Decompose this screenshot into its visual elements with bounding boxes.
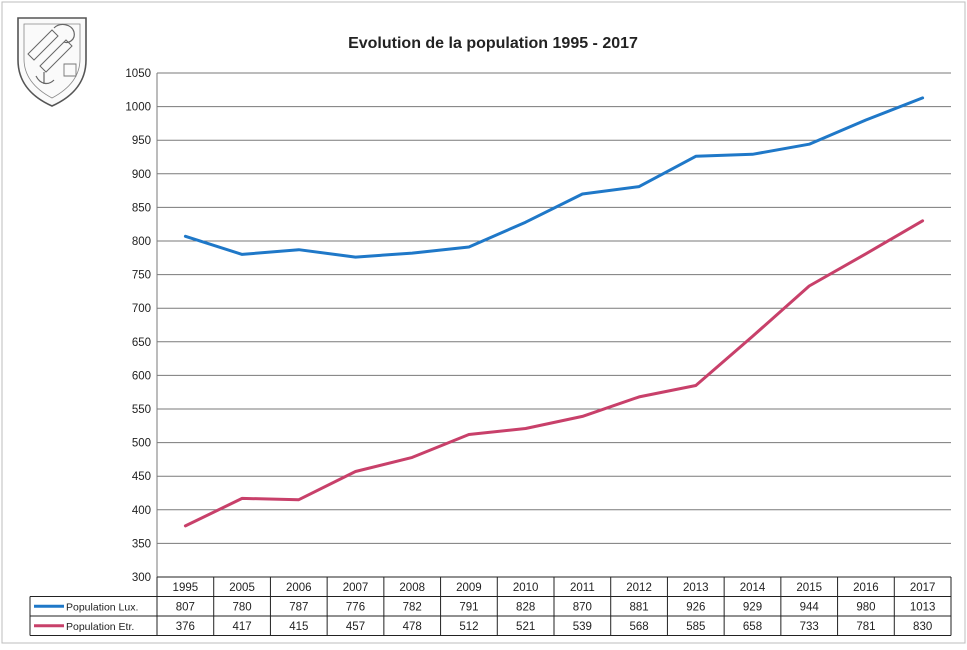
data-value-label: 929 [743,601,762,613]
y-tick-label: 750 [132,270,151,282]
data-value-label: 1013 [910,601,936,613]
data-value-label: 585 [686,621,705,633]
legend-label: Population Etr. [66,621,134,633]
data-value-label: 881 [629,601,648,613]
x-tick-label: 2011 [570,582,595,594]
data-table: 1995 2005 2006 2007 2008 2009 2010 2011 2012 2013… [29,576,952,636]
data-value-label: 830 [913,621,932,633]
y-axis: 300 350 400 450 500 550 600 650 700 750 800 850 900 9… [125,68,158,584]
x-tick-label: 1995 [173,582,199,594]
y-tick-label: 1000 [125,102,151,114]
data-value-label: 807 [176,601,195,613]
y-tick-label: 1050 [125,68,151,80]
y-tick-label: 600 [132,370,151,382]
data-value-label: 478 [403,621,422,633]
data-value-label: 512 [459,621,478,633]
x-tick-label: 2016 [853,582,879,594]
y-tick-label: 700 [132,303,151,315]
x-tick-label: 2009 [456,582,482,594]
series-line-1 [183,96,925,259]
x-tick-label: 2006 [286,582,312,594]
series-lines [183,96,925,528]
data-value-label: 568 [629,621,648,633]
legend-label: Population Lux. [66,601,138,613]
data-value-label: 776 [346,601,365,613]
x-tick-label: 2010 [513,582,539,594]
data-value-label: 780 [232,601,251,613]
data-value-label: 539 [573,621,592,633]
data-value-label: 457 [346,621,365,633]
y-tick-label: 500 [132,438,151,450]
x-tick-label: 2008 [399,582,425,594]
x-tick-label: 2012 [626,582,652,594]
data-value-label: 781 [856,621,875,633]
x-tick-label: 2017 [910,582,936,594]
y-tick-label: 650 [132,337,151,349]
chart-title: Evolution de la population 1995 - 2017 [348,35,638,52]
y-tick-label: 450 [132,471,151,483]
data-value-label: 415 [289,621,308,633]
data-value-label: 733 [800,621,819,633]
y-tick-label: 800 [132,236,151,248]
data-value-label: 791 [459,601,478,613]
y-tick-label: 300 [132,572,151,584]
y-tick-label: 550 [132,404,151,416]
grid-lines [157,72,951,578]
x-tick-label: 2013 [683,582,709,594]
x-tick-label: 2005 [229,582,255,594]
data-value-label: 658 [743,621,762,633]
data-value-label: 870 [573,601,592,613]
data-value-label: 926 [686,601,705,613]
x-tick-label: 2007 [343,582,369,594]
y-tick-label: 950 [132,135,151,147]
data-value-label: 376 [176,621,195,633]
data-value-label: 980 [856,601,875,613]
y-tick-label: 350 [132,538,151,550]
data-value-label: 944 [800,601,820,613]
series-line-2 [183,219,925,528]
y-tick-label: 400 [132,505,151,517]
data-value-label: 787 [289,601,308,613]
data-value-label: 782 [403,601,422,613]
y-tick-label: 900 [132,169,151,181]
data-value-label: 417 [232,621,251,633]
data-value-label: 521 [516,621,535,633]
x-tick-label: 2014 [740,582,766,594]
x-tick-label: 2015 [796,582,822,594]
coat-of-arms-icon [17,17,87,107]
y-tick-label: 850 [132,202,151,214]
data-value-label: 828 [516,601,535,613]
